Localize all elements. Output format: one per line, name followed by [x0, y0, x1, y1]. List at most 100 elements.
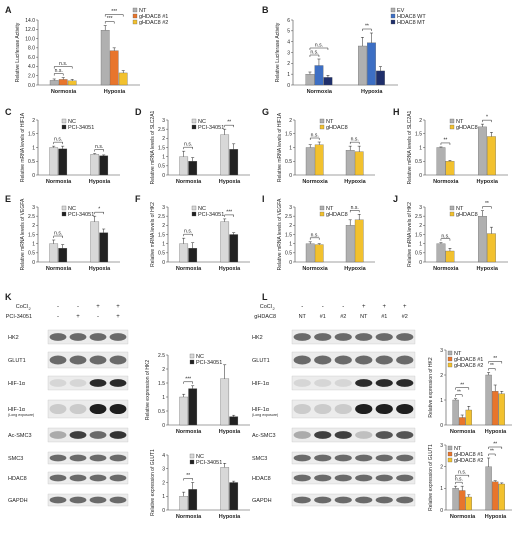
chart-l-hk2: 0 1 2 3 Relative expression of HK2 Normoxia Hy… — [428, 348, 512, 435]
bar-d-pci-34051-normoxia — [188, 161, 198, 176]
legend-label: NT — [456, 119, 464, 125]
chart-b: 0 1 2 3 4 5 6 Relative Luciferase Activity Normo… — [275, 7, 426, 95]
bar-c-pci-34051-normoxia — [58, 148, 68, 176]
significance-bracket — [53, 141, 63, 145]
blot-band — [314, 454, 332, 462]
y-tick-label: 4.0 — [28, 64, 35, 70]
bar-c-nc-hypoxia — [90, 154, 100, 176]
panel-letter-g: G — [262, 107, 269, 117]
blot-row-label: HIF-1α — [252, 381, 270, 387]
legend-label: gHDAC8 — [326, 212, 348, 218]
y-tick-label: 0 — [162, 173, 165, 179]
significance-bracket — [349, 210, 360, 213]
legend-swatch — [189, 459, 195, 465]
blot-band — [334, 403, 352, 415]
blot-row-label: HIF-1α — [252, 407, 270, 413]
x-category-label: Normoxia — [450, 429, 476, 435]
y-tick-label: 2 — [162, 136, 165, 142]
treatment-sign: + — [116, 314, 120, 320]
legend-swatch — [61, 124, 67, 130]
cocl2-sign: + — [116, 304, 120, 310]
legend-label: NC — [68, 206, 76, 212]
blot-band — [396, 474, 414, 482]
legend-label: NT — [454, 446, 462, 452]
y-tick-label: 3 — [162, 467, 165, 473]
y-tick-label: 2.5 — [285, 214, 292, 220]
significance-label: ** — [490, 449, 494, 455]
significance-label: n.s. — [311, 133, 319, 139]
y-tick-label: 0.5 — [158, 251, 165, 257]
bar-j-ghdac8-normoxia — [445, 250, 455, 263]
legend-label: PCI-34051 — [196, 460, 222, 466]
significance-label: ** — [457, 389, 461, 395]
significance-bracket — [53, 73, 64, 76]
legend-label: PCI-34051 — [68, 125, 94, 131]
treatment-label: gHDAC8 — [254, 314, 276, 320]
blot-band — [109, 474, 127, 482]
y-tick-label: 2.5 — [158, 353, 165, 359]
blot-band — [375, 403, 393, 415]
legend-label: gHDAC8 #1 — [454, 357, 483, 363]
legend-label: gHDAC8 — [326, 125, 348, 131]
y-tick-label: 12.0 — [25, 27, 35, 33]
significance-bracket — [488, 446, 503, 449]
panel-letter-f: F — [135, 194, 141, 204]
y-tick-label: 0 — [162, 423, 165, 429]
blot-band — [89, 403, 107, 415]
panel-letter-k: K — [5, 292, 12, 302]
bar-b-hdac8-wt-hypoxia — [367, 42, 376, 86]
y-tick-label: 1 — [32, 241, 35, 247]
x-category-label: Normoxia — [433, 266, 459, 272]
bar-f-nc-normoxia — [179, 243, 189, 263]
y-tick-label: 1.5 — [28, 132, 35, 138]
blot-band — [49, 474, 67, 482]
cocl2-sign: - — [342, 304, 344, 310]
bar-g-ghdac8-hypoxia — [354, 151, 364, 176]
y-tick-label: 1 — [162, 395, 165, 401]
bar-l-glut1-nt-normoxia — [452, 488, 459, 511]
bar-h-ghdac8-hypoxia — [487, 136, 496, 176]
y-tick-label: 4 — [162, 453, 165, 459]
blot-band — [69, 379, 87, 387]
legend-label: EV — [397, 8, 405, 14]
cocl2-sign: - — [77, 304, 79, 310]
cocl2-sign: - — [301, 304, 303, 310]
significance-bracket — [455, 387, 470, 390]
y-tick-label: 3 — [440, 443, 443, 449]
x-category-label: Hypoxia — [219, 429, 241, 435]
y-axis-label: Relative mRNA levels of SLC2A1 — [150, 110, 156, 184]
blot-band — [89, 496, 107, 504]
bar-k-hk2-nc-hypoxia — [220, 378, 230, 426]
significance-bracket — [488, 361, 503, 364]
bar-l-hk2-ghdac8-1-normoxia — [459, 417, 466, 426]
blot-band — [355, 355, 373, 365]
blot-band — [355, 379, 373, 387]
bar-a-ghdac8-1-normoxia — [58, 79, 68, 86]
x-category-label: Hypoxia — [344, 266, 366, 272]
blot-band — [396, 333, 414, 341]
x-category-label: Normoxia — [51, 89, 77, 95]
y-tick-label: 0 — [162, 260, 165, 266]
blot-row-label: HK2 — [252, 335, 263, 341]
bar-c-nc-normoxia — [49, 147, 59, 176]
subscript-2: 2 — [29, 306, 32, 311]
bar-i-ghdac8-normoxia — [314, 244, 324, 263]
significance-label: *** — [185, 376, 191, 382]
bar-g-nt-hypoxia — [345, 150, 355, 176]
y-tick-label: 1 — [440, 398, 443, 404]
y-tick-label: 2.5 — [28, 214, 35, 220]
bar-b-hdac8-wt-normoxia — [314, 65, 324, 86]
blot-band — [355, 431, 373, 439]
legend-swatch — [191, 205, 197, 211]
blot-band — [109, 355, 127, 365]
y-tick-label: 0.5 — [158, 164, 165, 170]
blot-band — [109, 333, 127, 341]
x-category-label: Hypoxia — [219, 266, 241, 272]
significance-label: *** — [111, 9, 117, 15]
y-tick-label: 2 — [289, 223, 292, 229]
panel-letter-l: L — [262, 292, 268, 302]
blot-band — [109, 496, 127, 504]
bar-h-nt-hypoxia — [478, 126, 487, 176]
y-tick-label: 2.0 — [28, 74, 35, 80]
blot-band — [69, 496, 87, 504]
